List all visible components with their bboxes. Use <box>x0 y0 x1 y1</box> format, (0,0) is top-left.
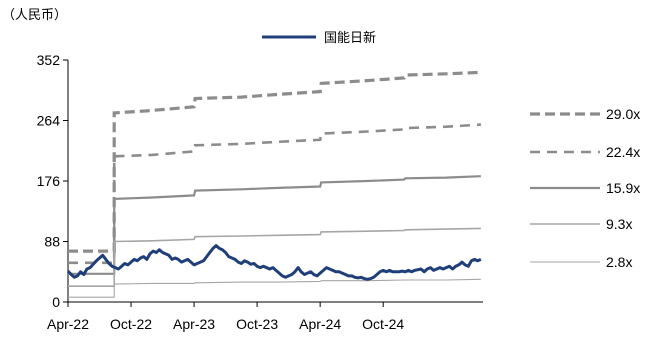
x-axis: Apr-22 Oct-22 Apr-23 Oct-23 Apr-24 Oct-24 <box>47 301 483 332</box>
x-tick-label: Oct-23 <box>236 316 278 332</box>
legend-label-2.8x: 2.8x <box>606 254 632 270</box>
price-line <box>66 244 482 281</box>
legend-label-9.3x: 9.3x <box>606 216 632 232</box>
pe-band-line-15.9x <box>68 175 481 275</box>
x-tick-label: Apr-24 <box>299 316 341 332</box>
unit-label: （人民币） <box>2 8 67 23</box>
y-tick-label: 0 <box>52 294 60 310</box>
pe-band-lines <box>68 70 481 298</box>
price-line-group <box>66 244 482 281</box>
legend-label-29.0x: 29.0x <box>606 106 640 122</box>
legend-label-15.9x: 15.9x <box>606 180 640 196</box>
pe-band-line-29.0x <box>68 70 481 253</box>
x-tick-label: Apr-23 <box>173 316 215 332</box>
legend-label-price: 国能日新 <box>324 30 376 46</box>
y-tick-label: 352 <box>37 52 61 68</box>
y-tick-label: 176 <box>37 173 61 189</box>
x-tick-label: Apr-22 <box>47 316 89 332</box>
band-legend: 29.0x 22.4x 15.9x 9.3x 2.8x <box>530 106 640 270</box>
pe-band-line-22.4x <box>68 123 481 265</box>
legend-label-22.4x: 22.4x <box>606 144 640 160</box>
y-tick-label: 264 <box>37 113 61 129</box>
pe-band-line-2.8x <box>68 278 481 298</box>
x-tick-label: Oct-22 <box>110 316 152 332</box>
y-axis: 0 88 176 264 352 <box>37 52 69 310</box>
top-legend: 国能日新 <box>262 30 376 46</box>
y-tick-label: 88 <box>44 234 60 250</box>
x-tick-label: Oct-24 <box>362 316 404 332</box>
pe-band-line-9.3x <box>68 227 481 287</box>
